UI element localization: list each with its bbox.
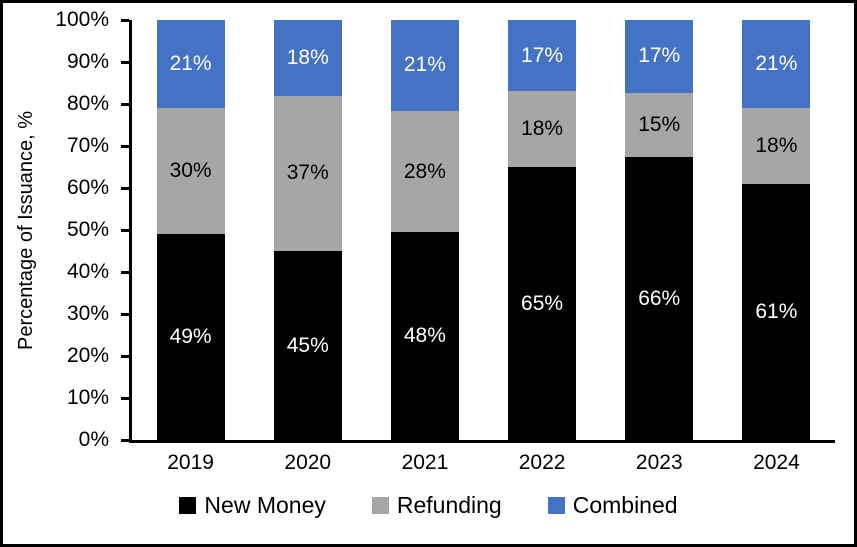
bar-segment-refunding-2023: 15% <box>625 92 694 158</box>
y-tick-mark <box>121 312 129 316</box>
bar-segment-new-money-2019: 49% <box>156 234 225 440</box>
y-tick-label: 20% <box>66 344 109 367</box>
bar-2024: 61% 18% 21% <box>742 20 811 440</box>
plot-area: 0% 10% 20% 30% 40% 50% 60% 70% 80% 90% 100% 49% 30%… <box>55 9 835 451</box>
bar-segment-new-money-2024: 61% <box>742 183 811 440</box>
x-axis-label-2024: 2024 <box>753 451 800 474</box>
legend-label: Combined <box>572 492 678 518</box>
y-tick-label: 10% <box>66 386 109 409</box>
legend-item-refunding: Refunding <box>371 492 502 519</box>
legend-item-new-money: New Money <box>179 492 326 519</box>
bars-container: 49% 30% 21% 45% 37% 18% 48% 28% 21% 65% 18% 17% 66% 1… <box>132 20 835 440</box>
y-tick-label: 80% <box>66 92 109 115</box>
y-tick-mark <box>121 228 129 232</box>
x-axis-label-2019: 2019 <box>167 451 214 474</box>
y-tick-label: 90% <box>66 50 109 73</box>
y-tick-label: 40% <box>66 260 109 283</box>
y-tick-mark <box>121 60 129 64</box>
bar-2020: 45% 37% 18% <box>273 20 342 440</box>
y-tick-label: 70% <box>66 134 109 157</box>
x-axis-label-2022: 2022 <box>518 451 566 474</box>
legend-swatch-icon <box>179 497 197 514</box>
bar-segment-refunding-2022: 18% <box>508 91 577 167</box>
bar-segment-refunding-2020: 37% <box>273 95 342 251</box>
y-tick-mark <box>121 396 129 400</box>
bar-segment-new-money-2020: 45% <box>273 251 342 440</box>
bar-2022: 65% 18% 17% <box>508 20 577 440</box>
bar-segment-new-money-2021: 48% <box>390 232 459 440</box>
bar-segment-refunding-2024: 18% <box>742 108 811 184</box>
y-tick-mark <box>121 144 129 148</box>
y-tick-label: 0% <box>78 428 109 451</box>
x-axis-label-2020: 2020 <box>284 451 332 474</box>
legend-swatch-icon <box>547 497 565 514</box>
bar-segment-combined-2020: 18% <box>273 20 342 96</box>
bar-segment-combined-2022: 17% <box>508 20 577 92</box>
y-tick-label: 30% <box>66 302 109 325</box>
bar-segment-new-money-2023: 66% <box>625 157 694 440</box>
bar-segment-combined-2023: 17% <box>625 20 694 93</box>
bar-2023: 66% 15% 17% <box>625 20 694 440</box>
y-tick-mark <box>121 438 129 442</box>
bar-segment-combined-2021: 21% <box>390 20 459 111</box>
y-tick-mark <box>121 102 129 106</box>
bar-2021: 48% 28% 21% <box>390 20 459 440</box>
bar-segment-refunding-2021: 28% <box>390 110 459 233</box>
y-tick-mark <box>121 270 129 274</box>
bar-segment-refunding-2019: 30% <box>156 108 225 235</box>
x-axis-label-2023: 2023 <box>635 451 683 474</box>
y-tick-label: 100% <box>55 8 109 31</box>
x-axis-labels: 2019 2020 2021 2022 2023 2024 <box>132 451 835 475</box>
x-axis-label-2021: 2021 <box>401 451 449 474</box>
bar-segment-combined-2024: 21% <box>742 20 811 109</box>
y-tick-label: 60% <box>66 176 109 199</box>
legend-swatch-icon <box>371 497 389 514</box>
y-tick-mark <box>121 18 129 22</box>
bar-2019: 49% 30% 21% <box>156 20 225 440</box>
legend-item-combined: Combined <box>547 492 678 519</box>
y-tick-label: 50% <box>66 218 109 241</box>
legend-label: Refunding <box>396 492 502 518</box>
bar-segment-combined-2019: 21% <box>156 20 225 109</box>
bar-segment-new-money-2022: 65% <box>508 167 577 440</box>
y-tick-mark <box>121 186 129 190</box>
legend: New Money Refunding Combined <box>3 492 854 519</box>
legend-label: New Money <box>204 492 326 518</box>
y-tick-mark <box>121 354 129 358</box>
